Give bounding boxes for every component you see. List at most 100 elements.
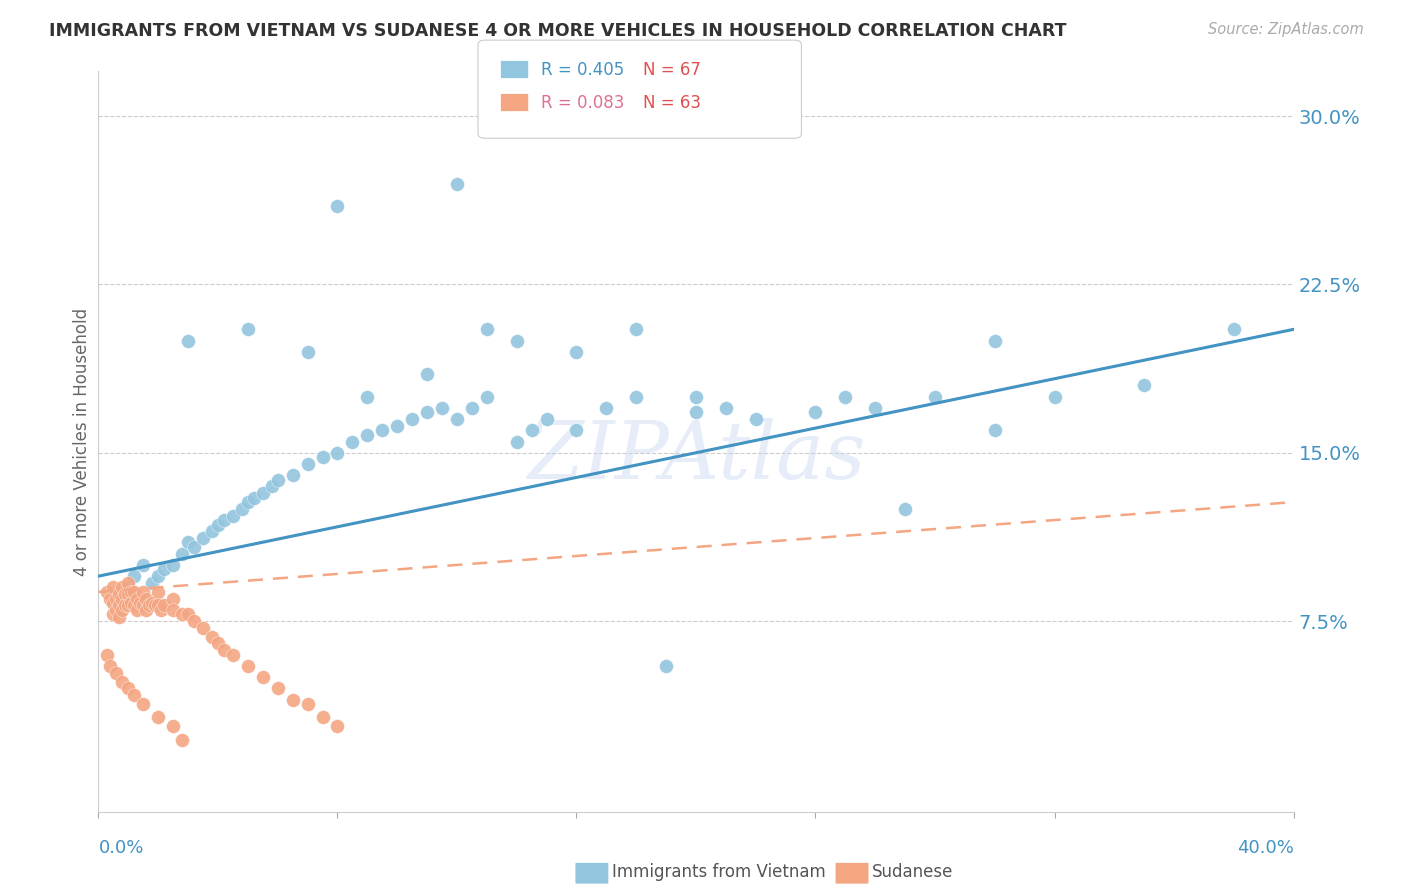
Point [191,621,214,635]
Point [430,401,453,415]
Point [222,508,245,523]
Point [120,596,142,610]
Point [326,719,349,733]
Point [1043,390,1066,404]
Point [148,599,170,613]
Point [150,603,173,617]
Point [148,585,170,599]
Point [745,412,768,426]
Point [141,596,163,610]
Point [105,591,128,606]
Point [114,599,136,613]
Point [96,648,118,662]
Point [984,423,1007,437]
Point [177,607,200,622]
Text: N = 63: N = 63 [643,94,700,112]
Point [127,591,149,606]
Point [103,580,125,594]
Point [416,405,439,419]
Point [536,412,558,426]
Point [311,450,333,465]
Point [162,558,184,572]
Point [117,599,139,613]
Point [565,344,588,359]
Point [281,468,304,483]
Point [124,569,146,583]
Point [311,710,333,724]
Point [626,390,648,404]
Point [655,659,678,673]
Point [461,401,484,415]
Point [924,390,946,404]
Point [446,177,468,191]
Point [475,322,498,336]
Point [132,585,155,599]
Point [201,630,224,644]
Point [138,599,160,613]
Point [162,719,184,733]
Text: Sudanese: Sudanese [872,863,953,881]
Point [111,674,134,689]
Point [260,479,283,493]
Point [506,434,529,449]
Text: ZIPAtlas: ZIPAtlas [527,417,865,495]
Point [153,562,176,576]
Point [124,688,146,702]
Text: IMMIGRANTS FROM VIETNAM VS SUDANESE 4 OR MORE VEHICLES IN HOUSEHOLD CORRELATION : IMMIGRANTS FROM VIETNAM VS SUDANESE 4 OR… [49,22,1067,40]
Point [326,199,349,213]
Point [117,681,139,696]
Point [626,322,648,336]
Y-axis label: 4 or more Vehicles in Household: 4 or more Vehicles in Household [73,308,91,575]
Point [108,587,131,601]
Point [98,659,122,673]
Point [183,540,205,554]
Point [212,643,235,657]
Point [103,596,125,610]
Point [120,585,142,599]
Point [117,587,139,601]
Text: Source: ZipAtlas.com: Source: ZipAtlas.com [1208,22,1364,37]
Point [98,591,122,606]
Point [114,587,136,601]
Point [804,405,827,419]
Text: R = 0.405: R = 0.405 [541,61,624,78]
Text: 0.0%: 0.0% [98,838,143,856]
Point [172,607,194,622]
Point [243,491,266,505]
Point [132,599,155,613]
Point [401,412,423,426]
Point [129,596,152,610]
Point [714,401,737,415]
Point [141,575,163,590]
Point [236,322,259,336]
Point [177,334,200,348]
Point [565,423,588,437]
Point [111,580,134,594]
Point [132,697,155,711]
Point [117,580,139,594]
Point [111,591,134,606]
Point [385,418,409,433]
Point [297,457,319,471]
Point [865,401,887,415]
Point [371,423,394,437]
Point [356,390,378,404]
Point [984,334,1007,348]
Point [520,423,543,437]
Point [834,390,856,404]
Point [267,681,290,696]
Point [108,609,131,624]
Point [894,501,917,516]
Point [108,599,131,613]
Point [117,575,139,590]
Point [1133,378,1156,392]
Point [153,599,176,613]
Point [446,412,468,426]
Point [326,446,349,460]
Point [105,665,128,680]
Point [342,434,364,449]
Point [281,692,304,706]
Point [177,535,200,549]
Point [356,427,378,442]
Point [297,697,319,711]
